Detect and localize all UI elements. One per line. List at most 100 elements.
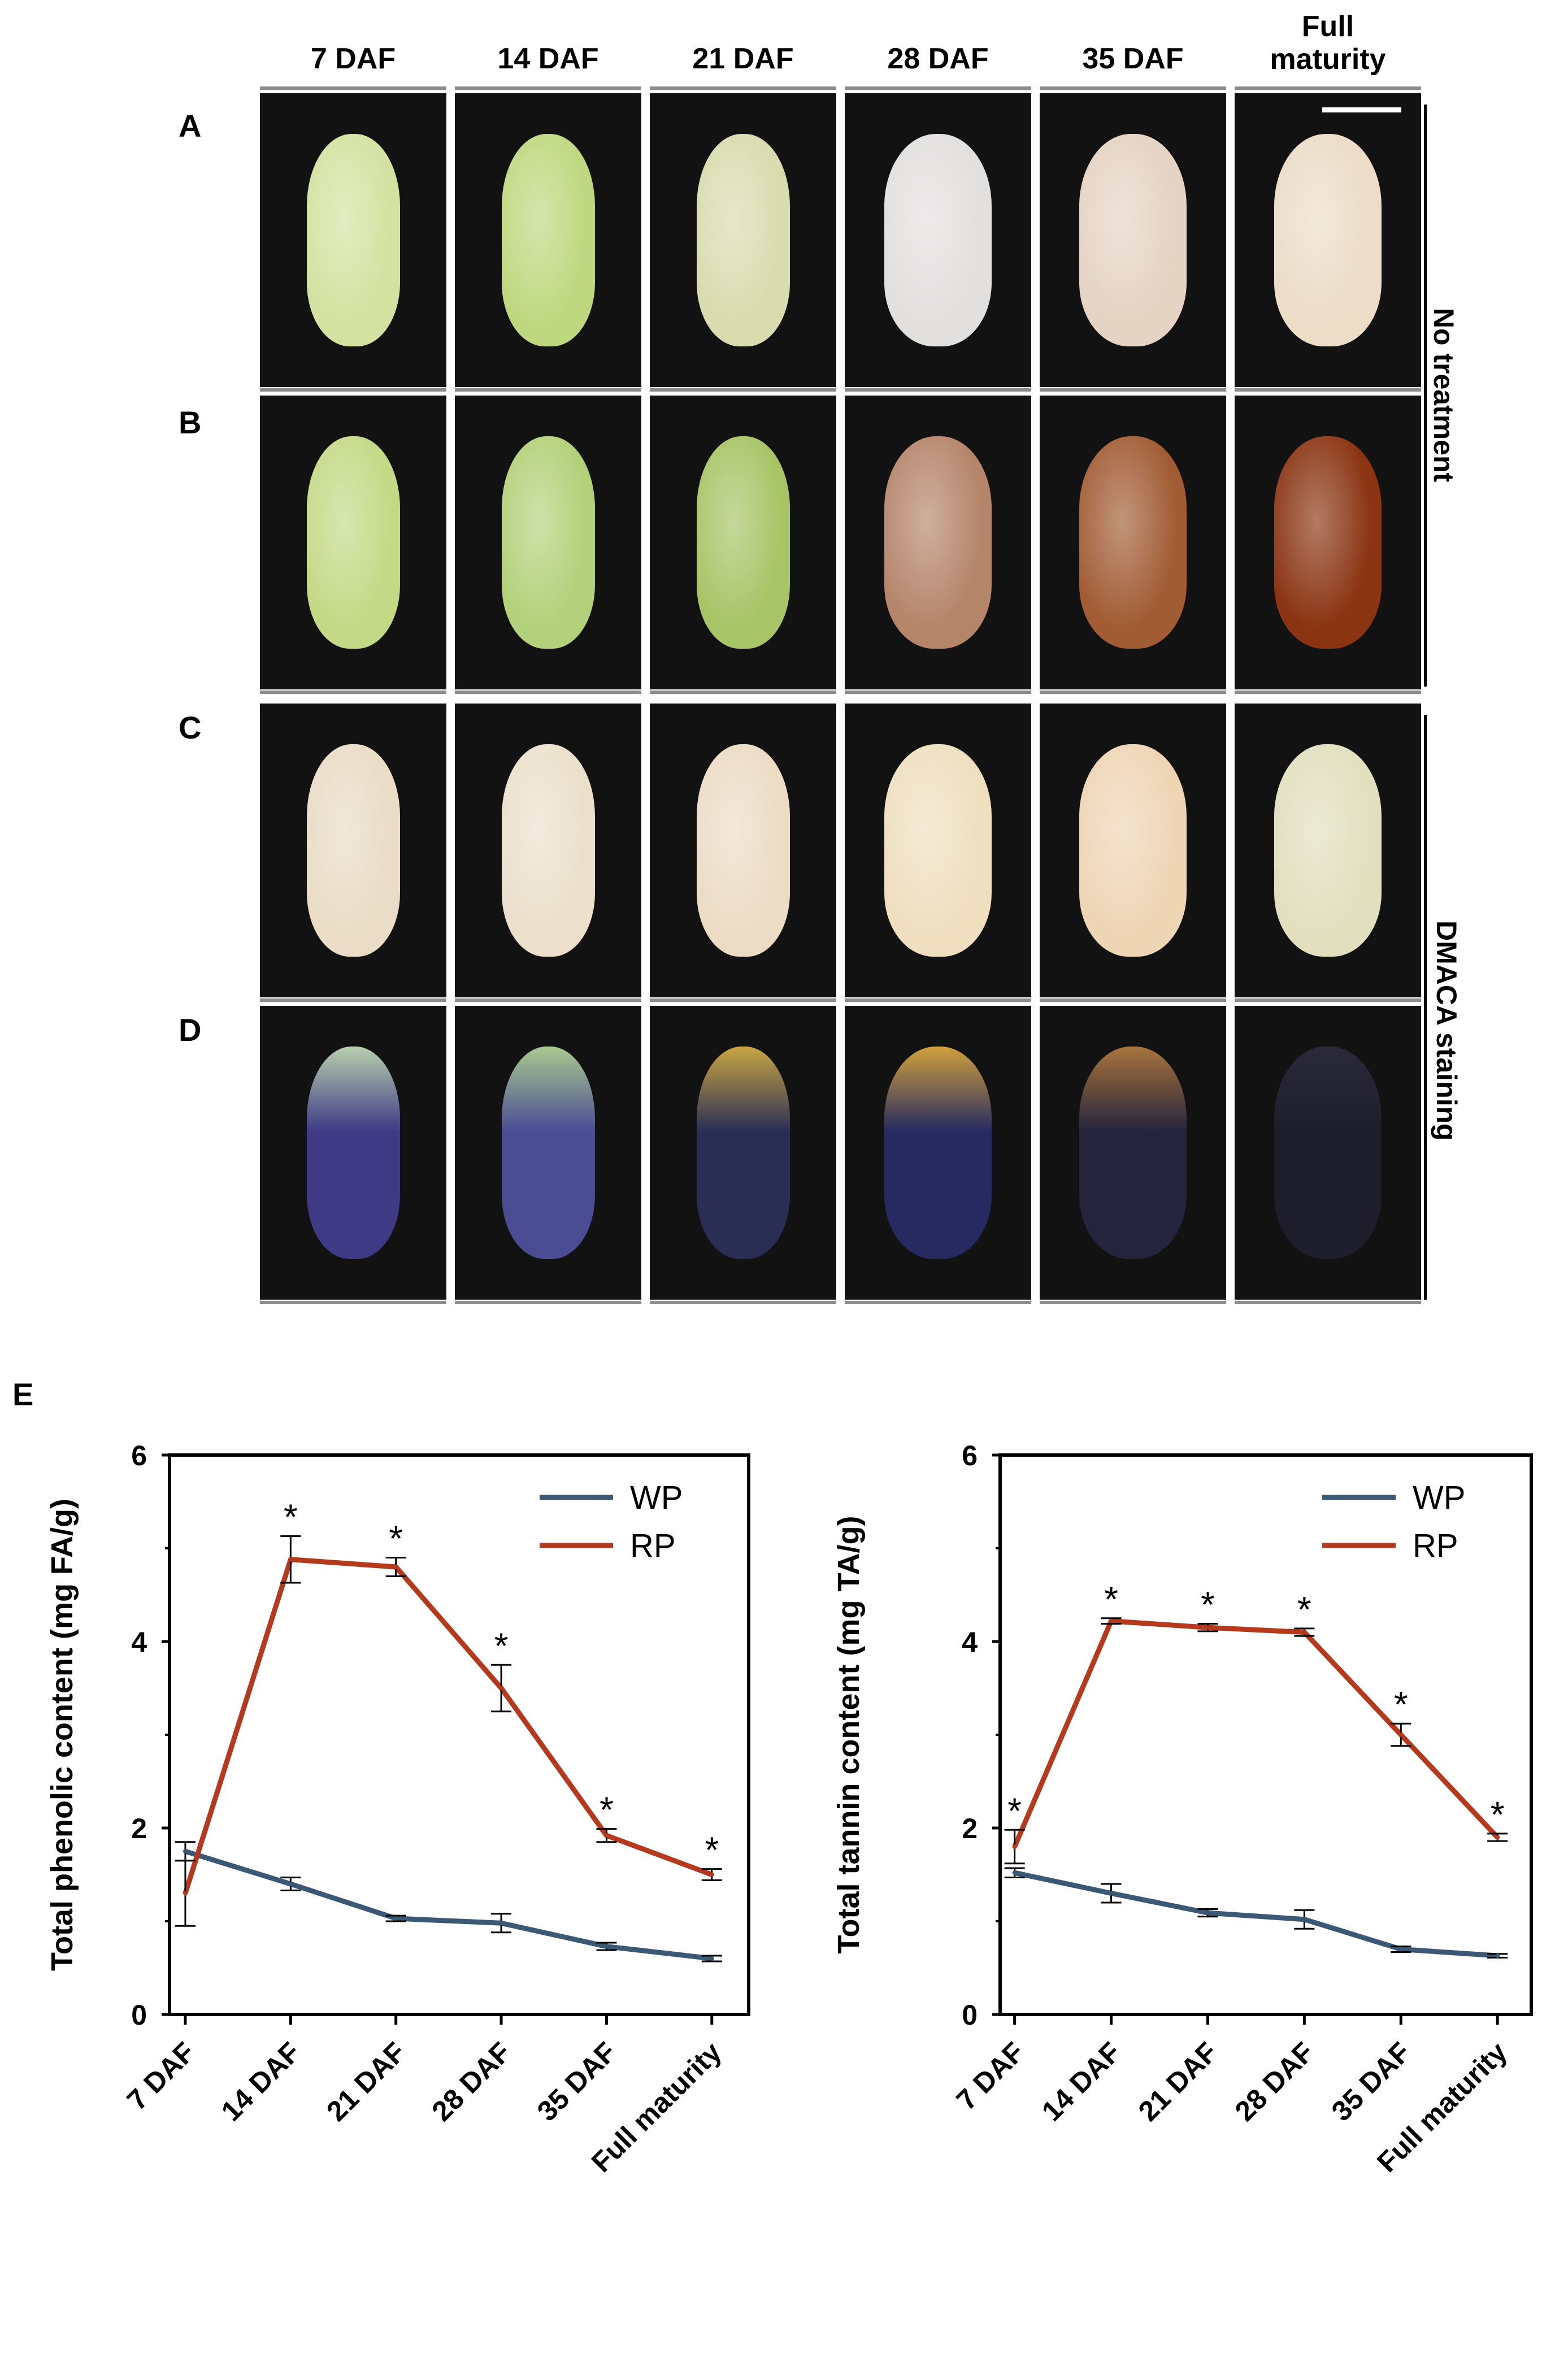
row-divider	[260, 388, 446, 392]
seed-photo-d-1	[260, 1006, 446, 1300]
y-tick-label: 4	[962, 1626, 978, 1658]
y-axis-label: Total tannin content (mg TA/g)	[832, 1516, 866, 1954]
significance-asterisk: *	[1491, 1794, 1505, 1835]
row-divider	[260, 1301, 446, 1304]
seed-photo-c-5	[1040, 704, 1226, 997]
tannin-content-chart: 0 2 4 6 Total tannin content (mg TA/g) 7 DAF 1…	[832, 1440, 1533, 2178]
seed-photo-b-6	[1235, 396, 1421, 689]
x-tick-label: 21 DAF	[320, 2036, 411, 2127]
panel-letter-b: B	[179, 405, 202, 440]
scale-bar	[1322, 107, 1401, 112]
rice-grain	[501, 744, 595, 957]
seed-photo-a-3	[650, 93, 836, 387]
rice-grain	[306, 436, 400, 649]
significance-asterisk: *	[1201, 1584, 1215, 1625]
column-header-14-daf: 14 DAF	[497, 42, 599, 75]
seed-photo-c-1	[260, 704, 446, 997]
rice-grain	[1079, 436, 1187, 649]
data-point-wp	[1205, 1911, 1210, 1916]
x-tick-label: 14 DAF	[1036, 2036, 1127, 2127]
column-divider	[650, 86, 836, 90]
legend-label-wp: WP	[630, 1479, 683, 1516]
seed-photo-b-2	[455, 396, 641, 689]
y-tick-label: 6	[131, 1440, 147, 1471]
seed-photo-a-4	[845, 93, 1031, 387]
x-tick-label: 35 DAF	[1326, 2036, 1417, 2127]
seed-photo-c-2	[455, 704, 641, 997]
series-line-wp	[184, 1848, 713, 1961]
seed-photo-d-6	[1235, 1006, 1421, 1300]
x-tick-label: 7 DAF	[121, 2036, 201, 2116]
y-tick-label: 0	[962, 1999, 978, 2031]
seed-photo-a-1	[260, 93, 446, 387]
data-point-rp	[1012, 1844, 1017, 1849]
rice-grain	[1079, 134, 1187, 346]
x-tick-label: 35 DAF	[531, 2036, 622, 2127]
rice-grain	[501, 1047, 595, 1259]
column-divider	[1040, 86, 1226, 90]
x-tick-label: 28 DAF	[425, 2036, 516, 2127]
rice-grain	[696, 134, 790, 346]
data-point-rp	[1109, 1618, 1114, 1623]
seed-photo-a-6	[1235, 93, 1421, 387]
panel-letter-d: D	[179, 1012, 202, 1048]
panel-letter-e: E	[12, 1377, 34, 1412]
rice-grain	[501, 134, 595, 346]
legend-label-rp: RP	[1413, 1527, 1458, 1564]
data-point-rp	[709, 1872, 714, 1877]
series-line-rp	[183, 1557, 713, 1894]
row-divider	[1040, 388, 1226, 392]
seed-photo-b-3	[650, 396, 836, 689]
column-header-35-daf: 35 DAF	[1082, 42, 1184, 75]
column-divider	[1235, 86, 1421, 90]
bracket-dmaca-staining	[1424, 715, 1427, 1300]
row-divider	[1040, 691, 1226, 694]
data-point-wp	[1012, 1870, 1017, 1875]
data-point-rp	[499, 1686, 504, 1691]
x-tick-label: 14 DAF	[215, 2036, 306, 2127]
y-tick-label: 2	[131, 1813, 147, 1844]
row-divider	[455, 1301, 641, 1304]
data-point-rp	[288, 1557, 293, 1562]
column-header-full-maturity-line: Full	[1301, 10, 1354, 43]
seed-photo-d-4	[845, 1006, 1031, 1300]
data-point-rp	[393, 1565, 398, 1569]
panel-letter-a: A	[179, 108, 202, 144]
row-divider	[650, 388, 836, 392]
row-divider	[260, 998, 446, 1002]
row-divider	[455, 998, 641, 1002]
data-point-wp	[604, 1944, 609, 1949]
data-point-wp	[1109, 1891, 1114, 1896]
significance-asterisk: *	[389, 1518, 403, 1559]
data-point-wp	[1398, 1947, 1404, 1952]
seed-photo-a-5	[1040, 93, 1226, 387]
panel-letter-c: C	[179, 710, 202, 745]
rice-grain	[884, 744, 992, 957]
y-tick-label: 2	[962, 1813, 978, 1844]
significance-asterisk: *	[1297, 1589, 1311, 1630]
rice-grain	[884, 1047, 992, 1259]
side-label-dmaca-staining: DMACA staining	[1431, 921, 1462, 1141]
seed-photo-d-2	[455, 1006, 641, 1300]
column-header-full-maturity: Full maturity	[1243, 10, 1413, 76]
data-point-rp	[604, 1833, 609, 1838]
data-point-rp	[1398, 1733, 1404, 1737]
legend-label-wp: WP	[1413, 1479, 1465, 1516]
row-divider	[1040, 1301, 1226, 1304]
significance-asterisk: *	[1104, 1579, 1118, 1619]
rice-grain	[696, 744, 790, 957]
rice-grain	[696, 1047, 790, 1259]
column-header-21-daf: 21 DAF	[692, 42, 794, 75]
bracket-no-treatment	[1424, 105, 1427, 687]
column-divider	[260, 86, 446, 90]
x-tick-label: 7 DAF	[950, 2036, 1031, 2116]
seed-photo-c-4	[845, 704, 1031, 997]
data-point-rp	[1302, 1630, 1307, 1635]
column-divider	[845, 86, 1031, 90]
data-point-wp	[1495, 1953, 1500, 1959]
row-divider	[650, 1301, 836, 1304]
rice-grain	[306, 744, 400, 957]
seed-photo-b-5	[1040, 396, 1226, 689]
data-point-wp	[393, 1916, 398, 1921]
rice-grain	[306, 134, 400, 346]
